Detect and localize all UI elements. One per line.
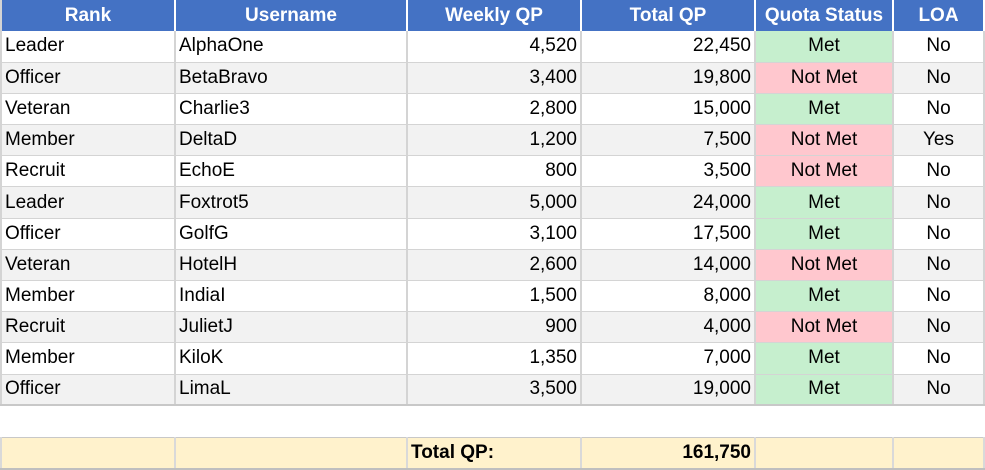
rank-cell[interactable]: Member (0, 280, 176, 313)
column-header-loa[interactable]: LOA (893, 0, 985, 31)
table-row: Recruit EchoE 800 3,500 Not Met No (0, 155, 985, 188)
total-value[interactable]: 161,750 (581, 437, 756, 470)
table-row: Leader AlphaOne 4,520 22,450 Met No (0, 31, 985, 63)
weekly-qp-cell[interactable]: 1,500 (407, 280, 582, 313)
column-header-quota-status[interactable]: Quota Status (755, 0, 894, 31)
table-row: Officer BetaBravo 3,400 19,800 Not Met No (0, 62, 985, 94)
total-qp-cell[interactable]: 22,450 (581, 31, 756, 63)
loa-cell[interactable]: No (893, 311, 985, 344)
weekly-qp-cell[interactable]: 1,200 (407, 124, 582, 157)
total-qp-cell[interactable]: 8,000 (581, 280, 756, 313)
weekly-qp-cell[interactable]: 900 (407, 311, 582, 344)
quota-status-cell[interactable]: Met (755, 374, 894, 407)
total-cell-empty[interactable] (893, 437, 985, 470)
table-row: Member DeltaD 1,200 7,500 Not Met Yes (0, 124, 985, 157)
weekly-qp-cell[interactable]: 5,000 (407, 186, 582, 219)
total-row: Total QP: 161,750 (0, 437, 985, 470)
table-row: Veteran HotelH 2,600 14,000 Not Met No (0, 249, 985, 282)
weekly-qp-cell[interactable]: 3,100 (407, 218, 582, 250)
column-header-rank[interactable]: Rank (0, 0, 176, 31)
loa-cell[interactable]: No (893, 31, 985, 63)
total-label[interactable]: Total QP: (407, 437, 582, 470)
rank-cell[interactable]: Leader (0, 31, 176, 63)
total-qp-cell[interactable]: 24,000 (581, 186, 756, 219)
table-row: Officer LimaL 3,500 19,000 Met No (0, 374, 985, 407)
total-cell-empty[interactable] (0, 437, 176, 470)
header-row: Rank Username Weekly QP Total QP Quota S… (0, 0, 985, 31)
table-row: Leader Foxtrot5 5,000 24,000 Met No (0, 186, 985, 219)
quota-table: Rank Username Weekly QP Total QP Quota S… (0, 0, 985, 407)
username-cell[interactable]: HotelH (175, 249, 408, 282)
loa-cell[interactable]: No (893, 249, 985, 282)
loa-cell[interactable]: No (893, 62, 985, 94)
weekly-qp-cell[interactable]: 3,500 (407, 374, 582, 407)
quota-status-cell[interactable]: Met (755, 342, 894, 375)
table-row: Veteran Charlie3 2,800 15,000 Met No (0, 93, 985, 126)
username-cell[interactable]: JulietJ (175, 311, 408, 344)
username-cell[interactable]: EchoE (175, 155, 408, 188)
column-header-weekly-qp[interactable]: Weekly QP (407, 0, 582, 31)
loa-cell[interactable]: No (893, 374, 985, 407)
quota-status-cell[interactable]: Not Met (755, 155, 894, 188)
total-qp-cell[interactable]: 7,500 (581, 124, 756, 157)
rank-cell[interactable]: Recruit (0, 155, 176, 188)
loa-cell[interactable]: No (893, 280, 985, 313)
username-cell[interactable]: IndiaI (175, 280, 408, 313)
total-cell-empty[interactable] (755, 437, 894, 470)
total-cell-empty[interactable] (175, 437, 408, 470)
weekly-qp-cell[interactable]: 2,600 (407, 249, 582, 282)
total-qp-cell[interactable]: 19,800 (581, 62, 756, 94)
username-cell[interactable]: Charlie3 (175, 93, 408, 126)
username-cell[interactable]: AlphaOne (175, 31, 408, 63)
total-qp-cell[interactable]: 17,500 (581, 218, 756, 250)
rank-cell[interactable]: Officer (0, 218, 176, 250)
quota-status-cell[interactable]: Met (755, 218, 894, 250)
weekly-qp-cell[interactable]: 3,400 (407, 62, 582, 94)
username-cell[interactable]: Foxtrot5 (175, 186, 408, 219)
weekly-qp-cell[interactable]: 800 (407, 155, 582, 188)
quota-status-cell[interactable]: Met (755, 280, 894, 313)
loa-cell[interactable]: No (893, 93, 985, 126)
rank-cell[interactable]: Member (0, 124, 176, 157)
rank-cell[interactable]: Officer (0, 374, 176, 407)
total-qp-cell[interactable]: 4,000 (581, 311, 756, 344)
quota-status-cell[interactable]: Not Met (755, 249, 894, 282)
username-cell[interactable]: KiloK (175, 342, 408, 375)
rank-cell[interactable]: Member (0, 342, 176, 375)
rank-cell[interactable]: Veteran (0, 249, 176, 282)
username-cell[interactable]: BetaBravo (175, 62, 408, 94)
weekly-qp-cell[interactable]: 1,350 (407, 342, 582, 375)
weekly-qp-cell[interactable]: 2,800 (407, 93, 582, 126)
column-header-username[interactable]: Username (175, 0, 408, 31)
quota-status-cell[interactable]: Met (755, 93, 894, 126)
column-header-total-qp[interactable]: Total QP (581, 0, 756, 31)
table-row: Member KiloK 1,350 7,000 Met No (0, 342, 985, 375)
username-cell[interactable]: DeltaD (175, 124, 408, 157)
quota-status-cell[interactable]: Not Met (755, 311, 894, 344)
loa-cell[interactable]: No (893, 186, 985, 219)
quota-status-cell[interactable]: Met (755, 31, 894, 63)
loa-cell[interactable]: No (893, 342, 985, 375)
quota-status-cell[interactable]: Met (755, 186, 894, 219)
rank-cell[interactable]: Officer (0, 62, 176, 94)
quota-status-cell[interactable]: Not Met (755, 124, 894, 157)
rank-cell[interactable]: Recruit (0, 311, 176, 344)
table-row: Officer GolfG 3,100 17,500 Met No (0, 218, 985, 250)
quota-status-cell[interactable]: Not Met (755, 62, 894, 94)
total-qp-cell[interactable]: 7,000 (581, 342, 756, 375)
table-row: Recruit JulietJ 900 4,000 Not Met No (0, 311, 985, 344)
total-qp-cell[interactable]: 19,000 (581, 374, 756, 407)
loa-cell[interactable]: Yes (893, 124, 985, 157)
total-qp-cell[interactable]: 3,500 (581, 155, 756, 188)
rank-cell[interactable]: Veteran (0, 93, 176, 126)
loa-cell[interactable]: No (893, 155, 985, 188)
total-qp-cell[interactable]: 14,000 (581, 249, 756, 282)
weekly-qp-cell[interactable]: 4,520 (407, 31, 582, 63)
total-qp-cell[interactable]: 15,000 (581, 93, 756, 126)
loa-cell[interactable]: No (893, 218, 985, 250)
username-cell[interactable]: LimaL (175, 374, 408, 407)
table-row: Member IndiaI 1,500 8,000 Met No (0, 280, 985, 313)
rank-cell[interactable]: Leader (0, 186, 176, 219)
username-cell[interactable]: GolfG (175, 218, 408, 250)
